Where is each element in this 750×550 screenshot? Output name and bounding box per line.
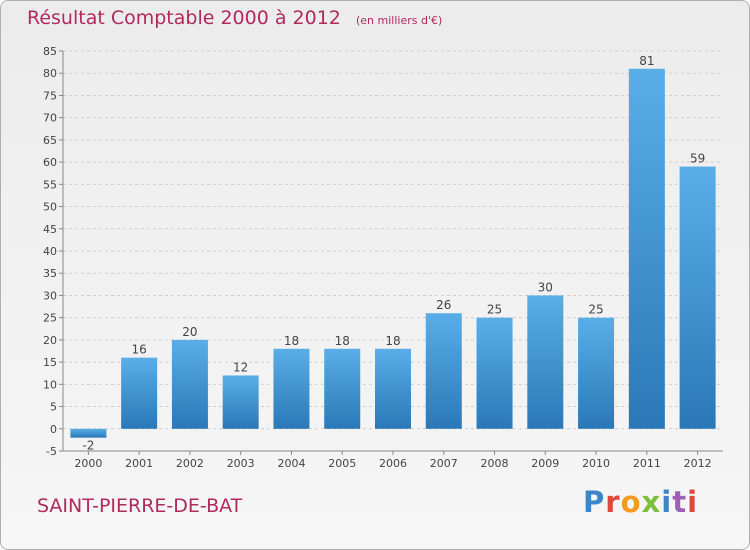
bar-2011 (628, 68, 665, 429)
x-tick-label: 2003 (227, 457, 255, 470)
y-tick-label: 60 (43, 156, 57, 169)
value-label-2001: 16 (132, 343, 147, 357)
bar-2006 (375, 348, 411, 429)
x-tick-label: 2009 (531, 457, 559, 470)
y-tick-label: 55 (43, 178, 57, 191)
value-label-2011: 81 (639, 54, 654, 68)
logo-letter: i (661, 485, 673, 519)
x-tick-label: 2001 (125, 457, 153, 470)
x-tick-label: 2006 (379, 457, 407, 470)
bar-2003 (222, 375, 259, 429)
y-tick-label: 45 (43, 223, 57, 236)
y-tick-label: 40 (43, 245, 57, 258)
x-tick-label: 2007 (430, 457, 458, 470)
y-tick-label: 75 (43, 89, 57, 102)
value-label-2007: 26 (436, 298, 451, 312)
chart-title: Résultat Comptable 2000 à 2012 (27, 7, 341, 29)
x-tick-label: 2000 (74, 457, 102, 470)
x-tick-label: 2010 (582, 457, 610, 470)
commune-name: SAINT-PIERRE-DE-BAT (37, 495, 243, 517)
value-label-2003: 12 (233, 360, 248, 374)
y-tick-label: 50 (43, 201, 57, 214)
y-tick-label: 65 (43, 134, 57, 147)
value-label-2008: 25 (487, 303, 502, 317)
y-tick-label: 35 (43, 267, 57, 280)
y-tick-label: 30 (43, 289, 57, 302)
x-tick-label: 2008 (481, 457, 509, 470)
value-label-2009: 30 (538, 280, 553, 294)
bar-2008 (476, 317, 513, 429)
bar-2000 (70, 428, 107, 438)
logo-letter: P (583, 485, 606, 519)
logo-letter: r (605, 485, 621, 519)
x-tick-label: 2002 (176, 457, 204, 470)
chart-subtitle: (en milliers d'€) (355, 14, 443, 27)
bar-2012 (679, 166, 716, 429)
x-tick-label: 2012 (684, 457, 712, 470)
value-label-2010: 25 (588, 303, 603, 317)
bar-2002 (171, 339, 208, 429)
y-tick-label: 25 (43, 312, 57, 325)
y-tick-label: 15 (43, 356, 57, 369)
value-label-2002: 20 (182, 325, 197, 339)
value-label-2000: -2 (82, 439, 94, 453)
y-tick-label: 10 (43, 378, 57, 391)
y-tick-label: 20 (43, 334, 57, 347)
x-tick-label: 2005 (328, 457, 356, 470)
bar-2004 (273, 348, 310, 429)
y-tick-label: 80 (43, 67, 57, 80)
logo-letter: o (620, 485, 642, 519)
value-label-2004: 18 (284, 334, 299, 348)
x-tick-label: 2011 (633, 457, 661, 470)
title-row: Résultat Comptable 2000 à 2012 (en milli… (27, 7, 442, 29)
value-label-2005: 18 (335, 334, 350, 348)
logo-letter: x (641, 485, 662, 519)
proxiti-logo[interactable]: Proxiti (583, 485, 698, 519)
value-label-2006: 18 (385, 334, 400, 348)
y-tick-label: -5 (46, 445, 57, 458)
x-tick-label: 2004 (277, 457, 305, 470)
value-label-2012: 59 (690, 152, 705, 166)
bar-2007 (425, 313, 462, 429)
y-tick-label: 0 (50, 423, 57, 436)
y-tick-label: 5 (50, 401, 57, 414)
bar-2009 (527, 295, 564, 429)
bar-2001 (121, 357, 158, 429)
y-tick-label: 70 (43, 112, 57, 125)
bar-2010 (578, 317, 615, 429)
logo-letter: t (672, 485, 688, 519)
logo-letter: i (687, 485, 699, 519)
bar-2005 (324, 348, 361, 429)
y-tick-label: 85 (43, 45, 57, 58)
